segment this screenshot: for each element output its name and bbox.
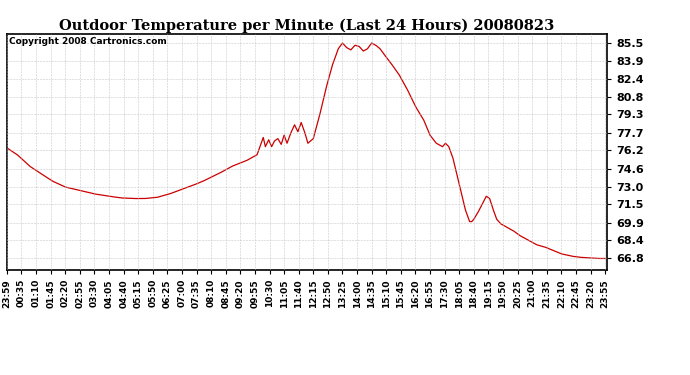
Title: Outdoor Temperature per Minute (Last 24 Hours) 20080823: Outdoor Temperature per Minute (Last 24 … [59, 18, 555, 33]
Text: Copyright 2008 Cartronics.com: Copyright 2008 Cartronics.com [9, 37, 166, 46]
